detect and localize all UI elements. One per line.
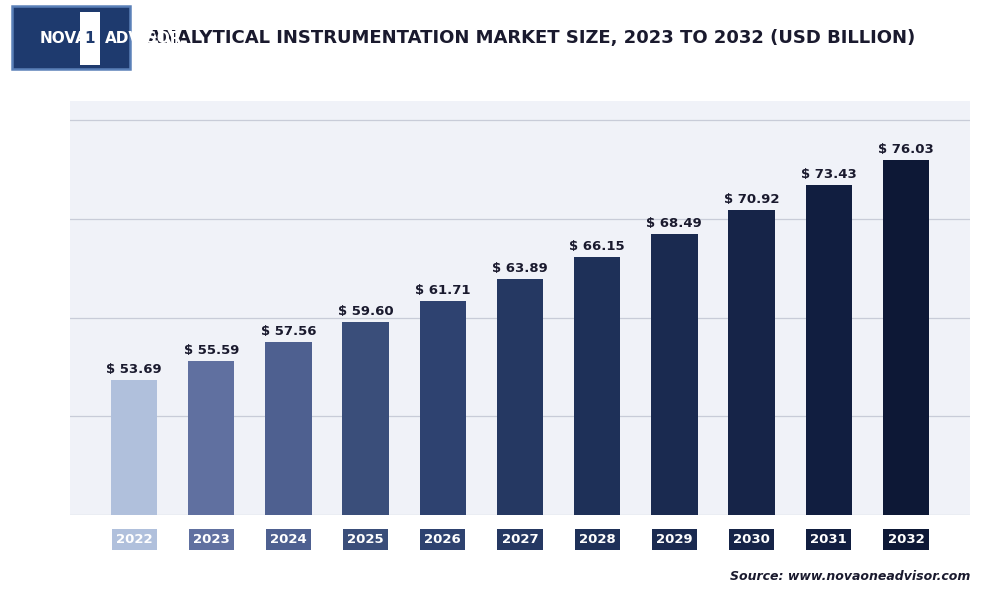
Text: $ 61.71: $ 61.71 — [415, 284, 471, 297]
Text: $ 73.43: $ 73.43 — [801, 168, 857, 181]
Text: $ 57.56: $ 57.56 — [261, 325, 316, 338]
Text: $ 68.49: $ 68.49 — [646, 217, 702, 230]
FancyBboxPatch shape — [12, 6, 130, 69]
Text: 2031: 2031 — [810, 533, 847, 546]
Text: 2022: 2022 — [116, 533, 152, 546]
Text: 2024: 2024 — [270, 533, 307, 546]
Text: $ 59.60: $ 59.60 — [338, 305, 393, 318]
Text: $ 55.59: $ 55.59 — [184, 345, 239, 357]
Text: 1: 1 — [85, 31, 95, 46]
Text: $ 76.03: $ 76.03 — [878, 143, 934, 156]
Text: $ 70.92: $ 70.92 — [724, 193, 779, 206]
Bar — [728, 210, 775, 592]
Text: $ 53.69: $ 53.69 — [106, 363, 162, 376]
Text: $ 66.15: $ 66.15 — [569, 240, 625, 253]
Text: 2030: 2030 — [733, 533, 770, 546]
Bar — [497, 279, 543, 592]
Text: 2026: 2026 — [424, 533, 461, 546]
Text: 2032: 2032 — [888, 533, 924, 546]
Text: 2027: 2027 — [502, 533, 538, 546]
Text: ADVISOR: ADVISOR — [105, 31, 182, 46]
FancyBboxPatch shape — [80, 12, 100, 65]
Text: 2023: 2023 — [193, 533, 230, 546]
Text: 2029: 2029 — [656, 533, 693, 546]
Bar — [420, 301, 466, 592]
Bar — [574, 257, 620, 592]
Text: Source: www.novaoneadvisor.com: Source: www.novaoneadvisor.com — [730, 570, 970, 583]
Bar — [651, 234, 698, 592]
Text: NOVA: NOVA — [40, 31, 88, 46]
Text: $ 63.89: $ 63.89 — [492, 262, 548, 275]
Bar — [806, 185, 852, 592]
Bar — [111, 380, 157, 592]
Text: 2025: 2025 — [347, 533, 384, 546]
Bar — [265, 342, 312, 592]
Text: 2028: 2028 — [579, 533, 616, 546]
Text: ANALYTICAL INSTRUMENTATION MARKET SIZE, 2023 TO 2032 (USD BILLION): ANALYTICAL INSTRUMENTATION MARKET SIZE, … — [148, 30, 915, 47]
Bar — [883, 159, 929, 592]
Bar — [342, 321, 389, 592]
Bar — [188, 361, 234, 592]
